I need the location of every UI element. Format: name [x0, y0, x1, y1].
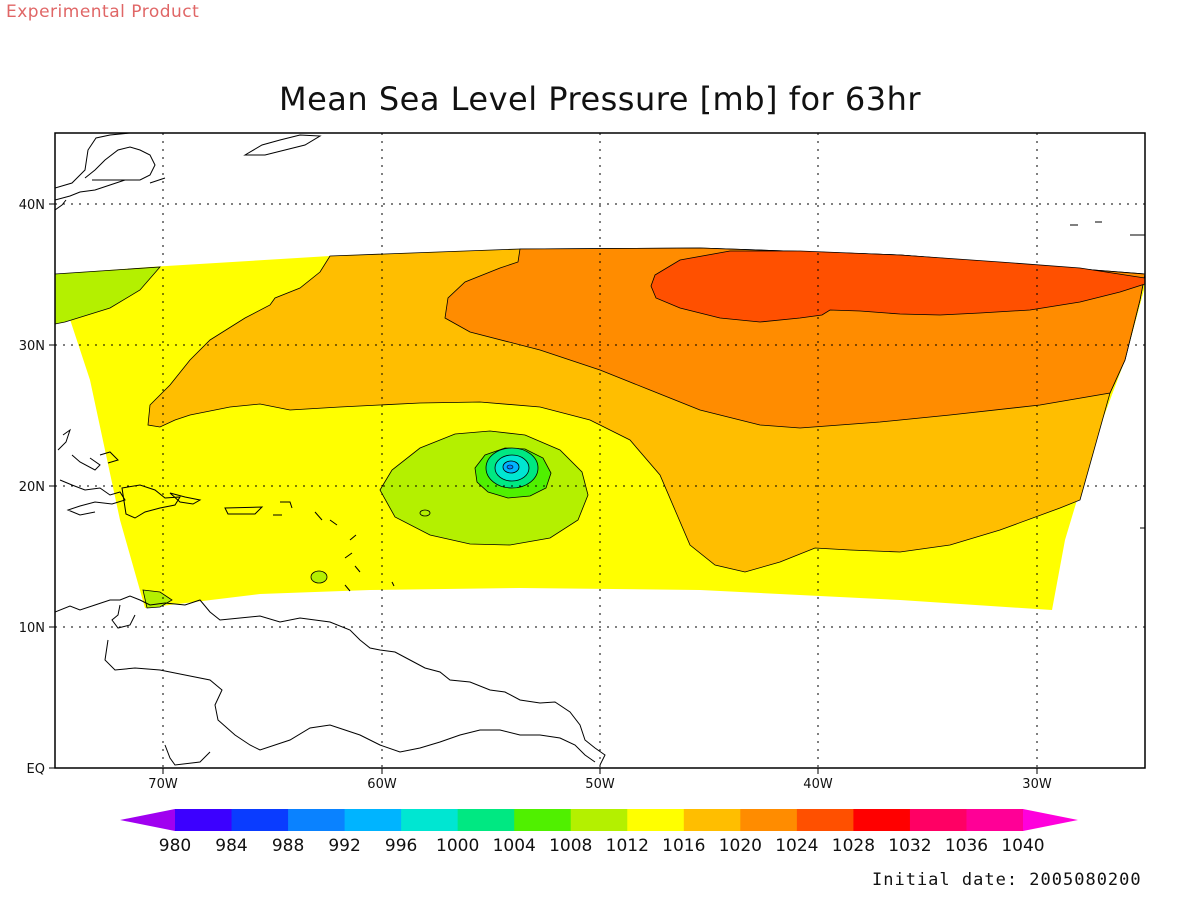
lon-label-40w: 40W	[803, 777, 833, 792]
colorbar-swatch	[401, 809, 459, 831]
colorbar-swatch	[514, 809, 572, 831]
colorbar-swatch	[853, 809, 911, 831]
colorbar: 980 984 988 992 996 1000 1004 1008 1012 1016 1020 1…	[120, 809, 1078, 856]
colorbar-level-label: 1036	[945, 836, 988, 856]
colorbar-level-label: 1008	[549, 836, 592, 856]
colorbar-level-label: 1020	[719, 836, 762, 856]
lat-label-10n: 10N	[19, 621, 45, 636]
colorbar-level-label: 1004	[493, 836, 536, 856]
colorbar-swatch	[570, 809, 628, 831]
colorbar-swatch	[457, 809, 515, 831]
colorbar-level-label: 992	[328, 836, 360, 856]
colorbar-swatch	[683, 809, 741, 831]
graticule	[55, 133, 1145, 768]
lon-label-70w: 70W	[148, 777, 178, 792]
pressure-field	[55, 247, 1145, 610]
band-988-992	[506, 464, 514, 470]
colorbar-swatch	[796, 809, 854, 831]
colorbar-level-label: 1028	[832, 836, 875, 856]
colorbar-arrow-left	[120, 809, 175, 831]
band-1008-1012-corner	[55, 266, 161, 325]
colorbar-level-label: 1024	[775, 836, 818, 856]
axis-ticks	[49, 203, 1038, 774]
colorbar-level-label: 1040	[1001, 836, 1044, 856]
colorbar-level-label: 1016	[662, 836, 705, 856]
coastlines	[55, 133, 1145, 766]
small-low-cell	[310, 570, 328, 584]
band-1024-1028	[650, 250, 1145, 323]
colorbar-level-label: 1000	[436, 836, 479, 856]
lat-label-40n: 40N	[19, 198, 45, 213]
initial-date-label: Initial date: 2005080200	[872, 870, 1142, 890]
lon-label-30w: 30W	[1022, 777, 1052, 792]
lat-label-30n: 30N	[19, 339, 45, 354]
experimental-product-label: Experimental Product	[6, 2, 200, 22]
colorbar-swatch	[627, 809, 685, 831]
lat-label-20n: 20N	[19, 480, 45, 495]
colorbar-swatch	[344, 809, 402, 831]
colorbar-swatch	[288, 809, 346, 831]
colorbar-swatch	[231, 809, 289, 831]
lat-label-eq: EQ	[27, 762, 45, 777]
chart-title: Mean Sea Level Pressure [mb] for 63hr	[278, 80, 922, 118]
colorbar-level-label: 1012	[606, 836, 649, 856]
colorbar-arrow-right	[1023, 809, 1078, 831]
colorbar-level-label: 980	[159, 836, 191, 856]
colorbar-swatch	[740, 809, 798, 831]
colorbar-swatch	[909, 809, 967, 831]
colorbar-level-label: 988	[272, 836, 304, 856]
colorbar-level-label: 1032	[888, 836, 931, 856]
colorbar-level-label: 984	[215, 836, 247, 856]
colorbar-level-label: 996	[385, 836, 417, 856]
lon-label-60w: 60W	[367, 777, 397, 792]
colorbar-swatch	[175, 809, 233, 831]
lon-label-50w: 50W	[585, 777, 615, 792]
colorbar-swatch	[966, 809, 1024, 831]
small-cell-2	[419, 509, 431, 517]
